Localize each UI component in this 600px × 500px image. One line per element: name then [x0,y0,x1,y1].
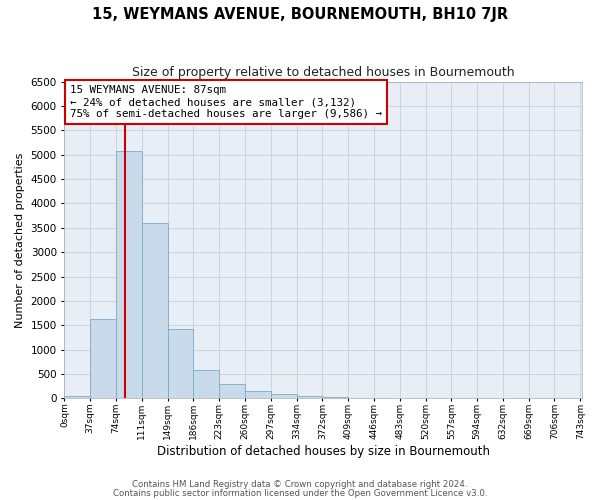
Bar [90,320,116,398]
X-axis label: Distribution of detached houses by size in Bournemouth: Distribution of detached houses by size … [157,444,490,458]
Y-axis label: Number of detached properties: Number of detached properties [15,152,25,328]
Bar [193,370,219,398]
Text: 15, WEYMANS AVENUE, BOURNEMOUTH, BH10 7JR: 15, WEYMANS AVENUE, BOURNEMOUTH, BH10 7J… [92,8,508,22]
Bar [142,223,167,398]
Bar [245,392,271,398]
Bar [219,384,245,398]
Bar [296,396,322,398]
Bar [116,151,142,398]
Bar [271,394,296,398]
Bar [167,329,193,398]
Text: Contains public sector information licensed under the Open Government Licence v3: Contains public sector information licen… [113,489,487,498]
Bar [64,396,90,398]
Text: Contains HM Land Registry data © Crown copyright and database right 2024.: Contains HM Land Registry data © Crown c… [132,480,468,489]
Bar [322,397,348,398]
Title: Size of property relative to detached houses in Bournemouth: Size of property relative to detached ho… [132,66,515,79]
Text: 15 WEYMANS AVENUE: 87sqm
← 24% of detached houses are smaller (3,132)
75% of sem: 15 WEYMANS AVENUE: 87sqm ← 24% of detach… [70,86,382,118]
